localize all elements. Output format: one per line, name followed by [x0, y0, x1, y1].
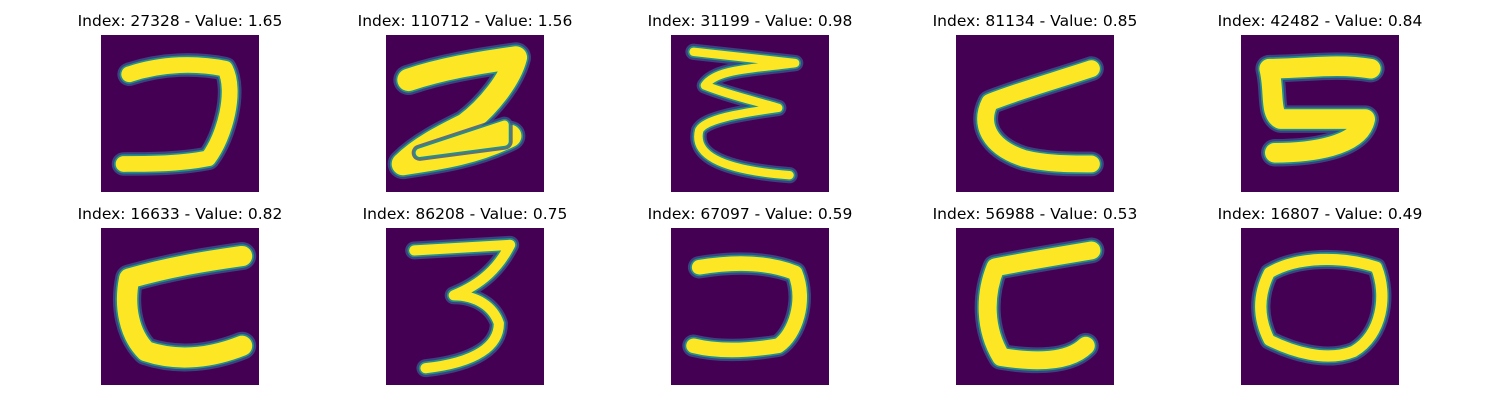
digit-stroke: [115, 57, 238, 172]
panel: Index: 110712 - Value: 1.56: [355, 12, 655, 202]
digit-image: [101, 228, 259, 385]
digit-image: [1241, 228, 1399, 385]
digit-image: [671, 228, 829, 385]
digit-stroke: [978, 241, 1101, 370]
digit-stroke: [1259, 56, 1381, 163]
panel: Index: 31199 - Value: 0.98: [640, 12, 940, 202]
digit-image: [1241, 35, 1399, 192]
panel: Index: 86208 - Value: 0.75: [355, 205, 655, 395]
panel-title: Index: 81134 - Value: 0.85: [932, 12, 1138, 30]
digit-stroke: [415, 120, 509, 157]
digit-stroke: [689, 47, 800, 180]
panel-title: Index: 86208 - Value: 0.75: [362, 205, 568, 223]
digit-stroke: [1255, 253, 1388, 362]
panel: Index: 27328 - Value: 1.65: [70, 12, 370, 202]
panel-title: Index: 27328 - Value: 1.65: [77, 12, 283, 30]
digit-image: [386, 228, 544, 385]
panel: Index: 56988 - Value: 0.53: [925, 205, 1225, 395]
panel-title: Index: 16633 - Value: 0.82: [77, 205, 283, 223]
panel: Index: 81134 - Value: 0.85: [925, 12, 1225, 202]
panel: Index: 16807 - Value: 0.49: [1210, 205, 1500, 395]
digit-image: [671, 35, 829, 192]
digit-image: [386, 35, 544, 192]
panel-title: Index: 56988 - Value: 0.53: [932, 205, 1138, 223]
digit-image: [101, 35, 259, 192]
panel-title: Index: 110712 - Value: 1.56: [357, 12, 573, 30]
panel-title: Index: 16807 - Value: 0.49: [1217, 205, 1423, 223]
digit-stroke: [977, 60, 1100, 173]
panel: Index: 16633 - Value: 0.82: [70, 205, 370, 395]
digit-image: [956, 35, 1114, 192]
panel-title: Index: 42482 - Value: 0.84: [1217, 12, 1423, 30]
panel: Index: 67097 - Value: 0.59: [640, 205, 940, 395]
digit-stroke: [409, 239, 516, 374]
panel: Index: 42482 - Value: 0.84: [1210, 12, 1500, 202]
panel-title: Index: 31199 - Value: 0.98: [647, 12, 853, 30]
digit-stroke: [117, 245, 253, 368]
panel-title: Index: 67097 - Value: 0.59: [647, 205, 853, 223]
digit-stroke: [686, 256, 807, 358]
digit-image: [956, 228, 1114, 385]
